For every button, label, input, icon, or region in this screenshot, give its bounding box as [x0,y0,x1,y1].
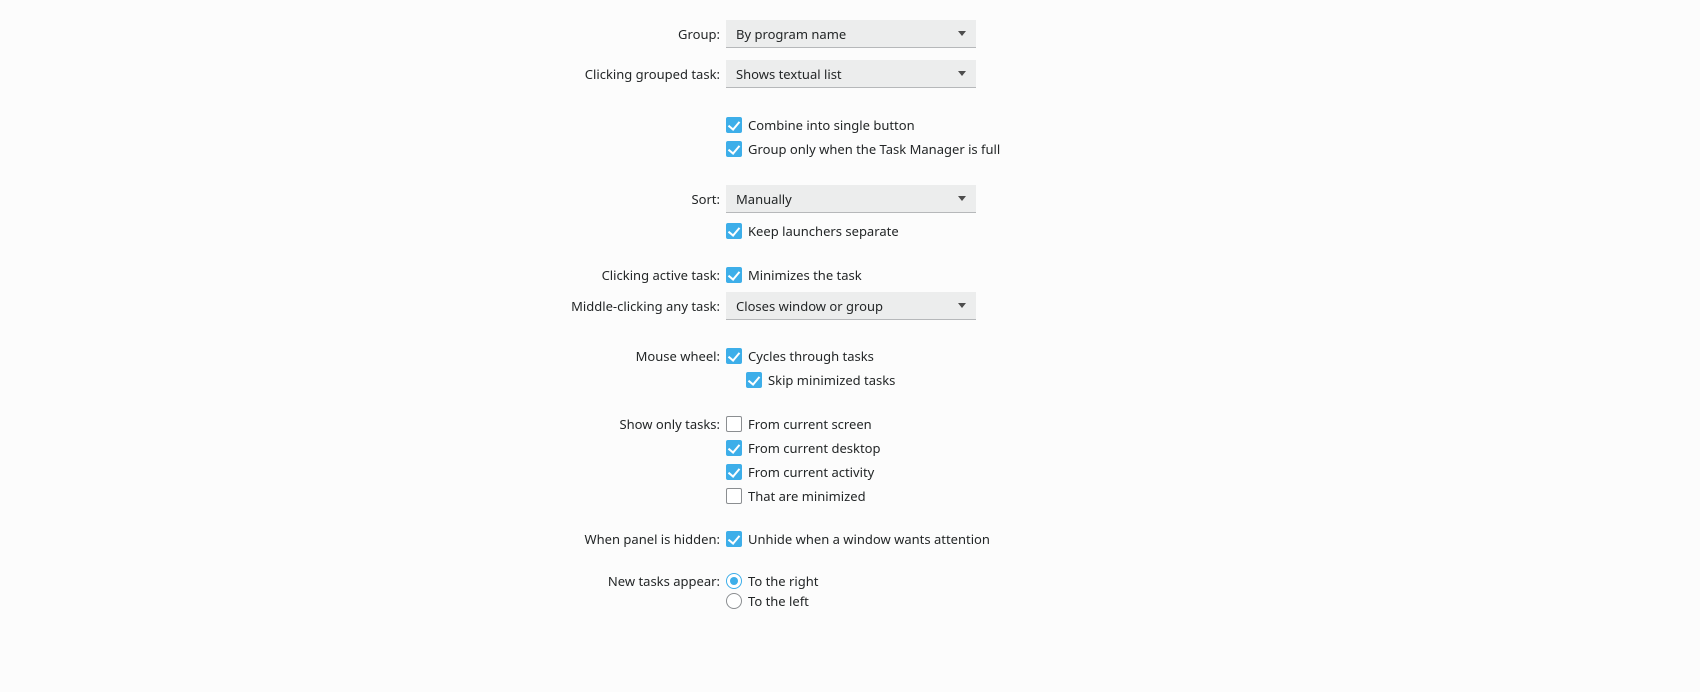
new-tasks-label: New tasks appear: [0,572,726,590]
chevron-down-icon [958,196,966,201]
unhide-attention-label[interactable]: Unhide when a window wants attention [748,530,990,548]
from-activity-checkbox[interactable] [726,464,742,480]
combine-single-checkbox[interactable] [726,117,742,133]
minimizes-task-label[interactable]: Minimizes the task [748,266,862,284]
middle-click-combobox-value: Closes window or group [736,297,883,315]
minimizes-task-checkbox[interactable] [726,267,742,283]
show-only-label: Show only tasks: [0,415,726,433]
cycles-tasks-checkbox[interactable] [726,348,742,364]
clicking-grouped-combobox-value: Shows textual list [736,65,842,83]
combine-single-label[interactable]: Combine into single button [748,116,915,134]
mouse-wheel-label: Mouse wheel: [0,347,726,365]
from-screen-label[interactable]: From current screen [748,415,872,433]
clicking-active-label: Clicking active task: [0,266,726,284]
group-when-full-checkbox[interactable] [726,141,742,157]
new-tasks-left-label[interactable]: To the left [748,592,809,610]
sort-label: Sort: [0,190,726,208]
skip-minimized-checkbox[interactable] [746,372,762,388]
from-screen-checkbox[interactable] [726,416,742,432]
chevron-down-icon [958,303,966,308]
that-minimized-checkbox[interactable] [726,488,742,504]
cycles-tasks-label[interactable]: Cycles through tasks [748,347,874,365]
sort-combobox-value: Manually [736,190,792,208]
group-when-full-label[interactable]: Group only when the Task Manager is full [748,140,1000,158]
from-desktop-checkbox[interactable] [726,440,742,456]
skip-minimized-label[interactable]: Skip minimized tasks [768,371,895,389]
panel-hidden-label: When panel is hidden: [0,530,726,548]
group-combobox-value: By program name [736,25,846,43]
clicking-grouped-combobox[interactable]: Shows textual list [726,60,976,88]
from-desktop-label[interactable]: From current desktop [748,439,881,457]
new-tasks-right-label[interactable]: To the right [748,572,818,590]
chevron-down-icon [958,31,966,36]
group-combobox[interactable]: By program name [726,20,976,48]
sort-combobox[interactable]: Manually [726,185,976,213]
new-tasks-right-radio[interactable] [726,573,742,589]
middle-click-label: Middle-clicking any task: [0,297,726,315]
keep-launchers-label[interactable]: Keep launchers separate [748,222,899,240]
new-tasks-left-radio[interactable] [726,593,742,609]
chevron-down-icon [958,71,966,76]
keep-launchers-checkbox[interactable] [726,223,742,239]
from-activity-label[interactable]: From current activity [748,463,874,481]
task-manager-settings-form: Group: By program name Clicking grouped … [0,0,1700,692]
unhide-attention-checkbox[interactable] [726,531,742,547]
group-label: Group: [0,25,726,43]
middle-click-combobox[interactable]: Closes window or group [726,292,976,320]
that-minimized-label[interactable]: That are minimized [748,487,866,505]
clicking-grouped-label: Clicking grouped task: [0,65,726,83]
